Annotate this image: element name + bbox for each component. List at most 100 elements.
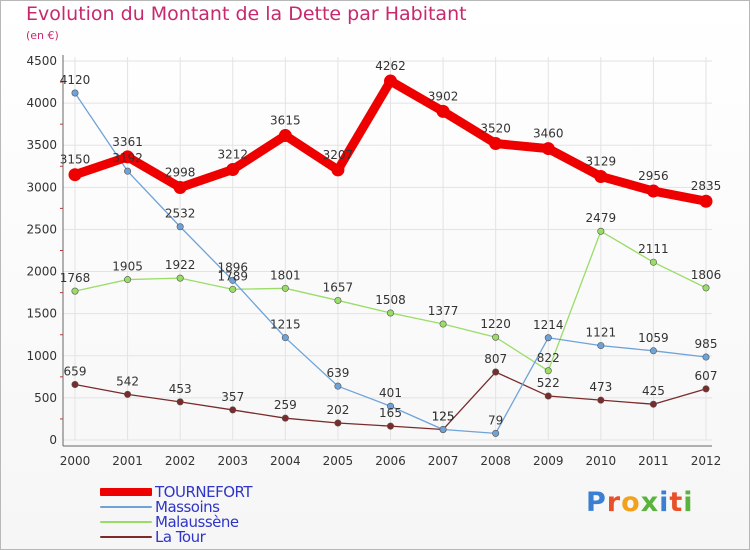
- data-label: 357: [221, 390, 244, 404]
- data-label: 2956: [638, 169, 669, 183]
- data-label: 3520: [480, 122, 511, 136]
- data-point: [541, 142, 555, 156]
- data-point: [649, 400, 657, 408]
- legend-label: Malaussène: [155, 513, 239, 531]
- y-tick-label: 2000: [26, 265, 57, 279]
- data-label: 1377: [428, 304, 459, 318]
- legend-label: La Tour: [155, 528, 206, 546]
- data-label: 3207: [323, 148, 354, 162]
- data-point: [699, 194, 713, 208]
- legend-label: Massoins: [155, 498, 220, 516]
- data-label: 659: [64, 364, 87, 378]
- data-label: 425: [642, 384, 665, 398]
- legend-swatch: [100, 536, 152, 538]
- data-label: 2111: [638, 242, 669, 256]
- data-point: [124, 276, 132, 284]
- data-label: 3902: [428, 89, 459, 103]
- data-label: 807: [484, 352, 507, 366]
- y-tick-label: 500: [34, 391, 57, 405]
- data-point: [594, 169, 608, 183]
- data-point: [597, 342, 605, 350]
- data-point: [544, 367, 552, 375]
- data-point: [229, 285, 237, 293]
- data-label: 639: [326, 366, 349, 380]
- data-label: 1905: [112, 260, 143, 274]
- data-point: [331, 163, 345, 177]
- data-point: [492, 368, 500, 376]
- logo-letter: r: [606, 487, 622, 518]
- data-point: [386, 422, 394, 430]
- data-label: 1789: [217, 269, 248, 283]
- y-tick-label: 2500: [26, 222, 57, 236]
- y-tick-label: 3000: [26, 180, 57, 194]
- data-point: [702, 353, 710, 361]
- data-label: 3192: [112, 151, 143, 165]
- data-label: 1768: [60, 271, 91, 285]
- data-point: [334, 382, 342, 390]
- logo-letter: i: [659, 487, 670, 518]
- legend-swatch: [100, 506, 152, 508]
- data-point: [281, 284, 289, 292]
- x-tick-label: 2001: [112, 454, 143, 468]
- logo-letter: x: [640, 487, 660, 518]
- data-point: [334, 296, 342, 304]
- data-label: 401: [379, 386, 402, 400]
- x-tick-label: 2008: [480, 454, 511, 468]
- data-point: [124, 167, 132, 175]
- data-point: [71, 89, 79, 97]
- data-label: 1508: [375, 293, 406, 307]
- data-label: 202: [326, 403, 349, 417]
- y-tick-label: 0: [49, 433, 57, 447]
- data-label: 2479: [586, 211, 617, 225]
- x-tick-label: 2012: [691, 454, 722, 468]
- x-tick-label: 2004: [270, 454, 301, 468]
- data-label: 2532: [165, 207, 196, 221]
- data-point: [439, 320, 447, 328]
- logo-letter: o: [621, 487, 641, 518]
- data-label: 79: [488, 413, 503, 427]
- data-label: 822: [537, 351, 560, 365]
- data-label: 3129: [586, 154, 617, 168]
- data-label: 165: [379, 406, 402, 420]
- axes: 0 500 1000 1500 2000 2500 3000 3500 4000 4500 2000…: [26, 54, 721, 468]
- y-tick-label: 1500: [26, 307, 57, 321]
- y-tick-label: 4500: [26, 54, 57, 68]
- data-label: 2835: [691, 179, 722, 193]
- legend-swatch: [100, 521, 152, 523]
- data-label: 3150: [60, 153, 91, 167]
- x-tick-label: 2000: [60, 454, 91, 468]
- data-point: [544, 392, 552, 400]
- data-label: 1215: [270, 318, 301, 332]
- data-label: 125: [432, 409, 455, 423]
- data-point: [702, 284, 710, 292]
- data-label: 473: [589, 380, 612, 394]
- data-point: [71, 287, 79, 295]
- data-label: 607: [695, 369, 718, 383]
- data-label: 3212: [217, 147, 248, 161]
- y-tick-label: 3500: [26, 138, 57, 152]
- data-point: [176, 398, 184, 406]
- data-point: [649, 347, 657, 355]
- x-tick-label: 2005: [323, 454, 354, 468]
- data-label: 3615: [270, 114, 301, 128]
- data-point: [226, 162, 240, 176]
- chart-title: Evolution du Montant de la Dette par Hab…: [26, 3, 467, 25]
- data-label: 1059: [638, 331, 669, 345]
- data-label: 542: [116, 374, 139, 388]
- chart-subtitle: (en €): [26, 29, 59, 42]
- data-label: 1801: [270, 268, 301, 282]
- data-label: 1896: [217, 260, 248, 274]
- logo-letter: i: [683, 487, 694, 518]
- data-label: 4120: [60, 73, 91, 87]
- data-label: 522: [537, 376, 560, 390]
- data-label: 1121: [586, 326, 617, 340]
- data-point: [121, 150, 135, 164]
- data-point: [386, 309, 394, 317]
- data-point: [71, 380, 79, 388]
- data-label: 3460: [533, 127, 564, 141]
- y-tick-label: 1000: [26, 349, 57, 363]
- data-point: [68, 168, 82, 182]
- data-label: 125: [432, 409, 455, 423]
